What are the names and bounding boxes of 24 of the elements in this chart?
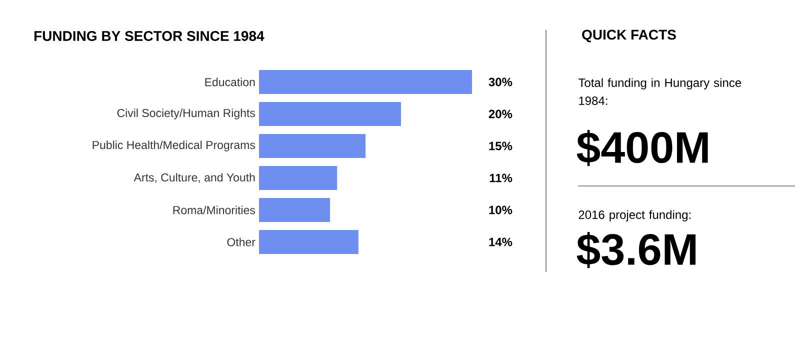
bar xyxy=(259,166,338,190)
y-tick-label: Education xyxy=(205,78,255,86)
bar xyxy=(259,102,402,126)
bar xyxy=(259,70,472,94)
y-tick-label: Arts, Culture, and Youth xyxy=(134,173,255,183)
text: $400M xyxy=(576,130,708,166)
text: Total funding in Hungary since 1984: xyxy=(578,78,742,105)
data-label: 30% xyxy=(488,78,512,86)
text: $3.6M xyxy=(576,232,696,268)
bar xyxy=(259,230,358,254)
y-tick-label: Public Health/Medical Programs xyxy=(92,140,256,152)
data-label: 20% xyxy=(488,110,512,118)
bar xyxy=(259,134,366,158)
text: 2016 project funding: xyxy=(578,210,690,222)
data-label: 15% xyxy=(489,142,512,150)
text: QUICK FACTS xyxy=(582,30,676,42)
y-tick-label: Civil Society/Human Rights xyxy=(117,108,256,120)
y-tick-label: Other xyxy=(227,238,256,246)
chart-title: FUNDING BY SECTOR SINCE 1984 xyxy=(34,31,264,41)
bar xyxy=(259,198,330,222)
y-tick-label: Roma/Minorities xyxy=(173,206,256,214)
data-label: 10% xyxy=(489,206,512,214)
data-label: 11% xyxy=(490,174,512,182)
data-label: 14% xyxy=(489,238,512,246)
